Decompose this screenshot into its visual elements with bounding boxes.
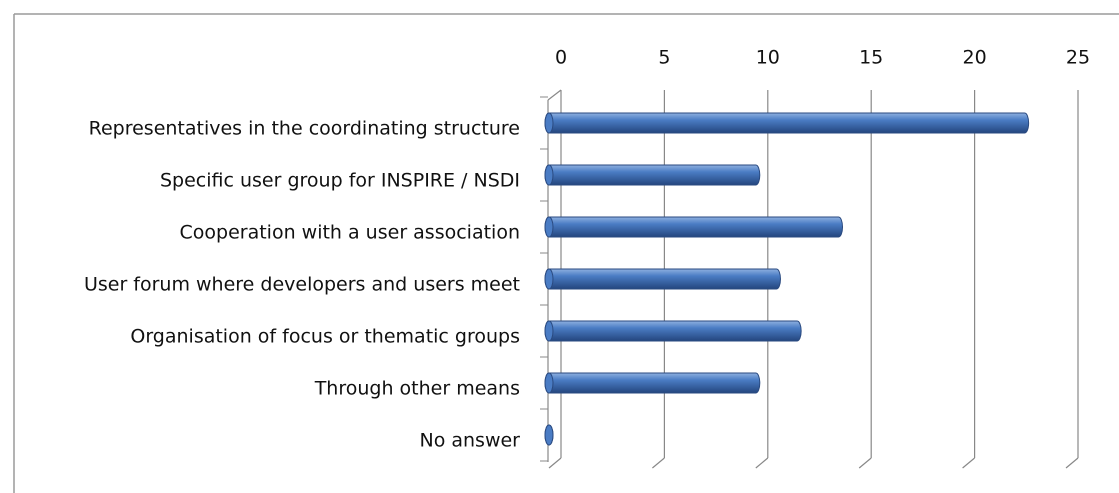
y-tick-label: No answer: [419, 430, 520, 452]
y-tick-label: Through other means: [314, 378, 520, 400]
bar: [544, 112, 1030, 134]
grid-line-floor: [755, 457, 769, 469]
grid-line-floor: [858, 457, 872, 469]
grid-line-floor: [548, 457, 562, 469]
y-tick-label: Representatives in the coordinating stru…: [89, 118, 520, 140]
y-tick-label: Specific user group for INSPIRE / NSDI: [160, 170, 520, 192]
left-wall-top: [547, 89, 562, 101]
bar-cap: [544, 372, 554, 394]
bar-cap: [544, 424, 554, 446]
y-tick-label: Organisation of focus or thematic groups: [130, 326, 520, 348]
x-tick-label: 10: [756, 47, 780, 69]
bar-cap: [544, 112, 554, 134]
grid-line-floor: [962, 457, 975, 469]
grid-line-floor: [1065, 457, 1079, 469]
grid-line-floor: [652, 457, 665, 469]
bar-cap: [544, 268, 554, 290]
x-tick-label: 20: [963, 47, 987, 69]
bar: [544, 372, 761, 394]
x-tick-label: 5: [658, 47, 670, 69]
bar-cap: [544, 216, 554, 238]
bar: [544, 164, 761, 186]
y-tick-label: User forum where developers and users me…: [84, 274, 520, 296]
bar: [544, 320, 802, 342]
x-tick-label: 25: [1066, 47, 1090, 69]
bar: [544, 216, 844, 238]
bar-cap: [544, 320, 554, 342]
bar: [544, 268, 781, 290]
x-tick-label: 0: [555, 47, 567, 69]
y-tick-label: Cooperation with a user association: [180, 222, 521, 244]
bar-cap: [544, 164, 554, 186]
x-tick-label: 15: [859, 47, 883, 69]
